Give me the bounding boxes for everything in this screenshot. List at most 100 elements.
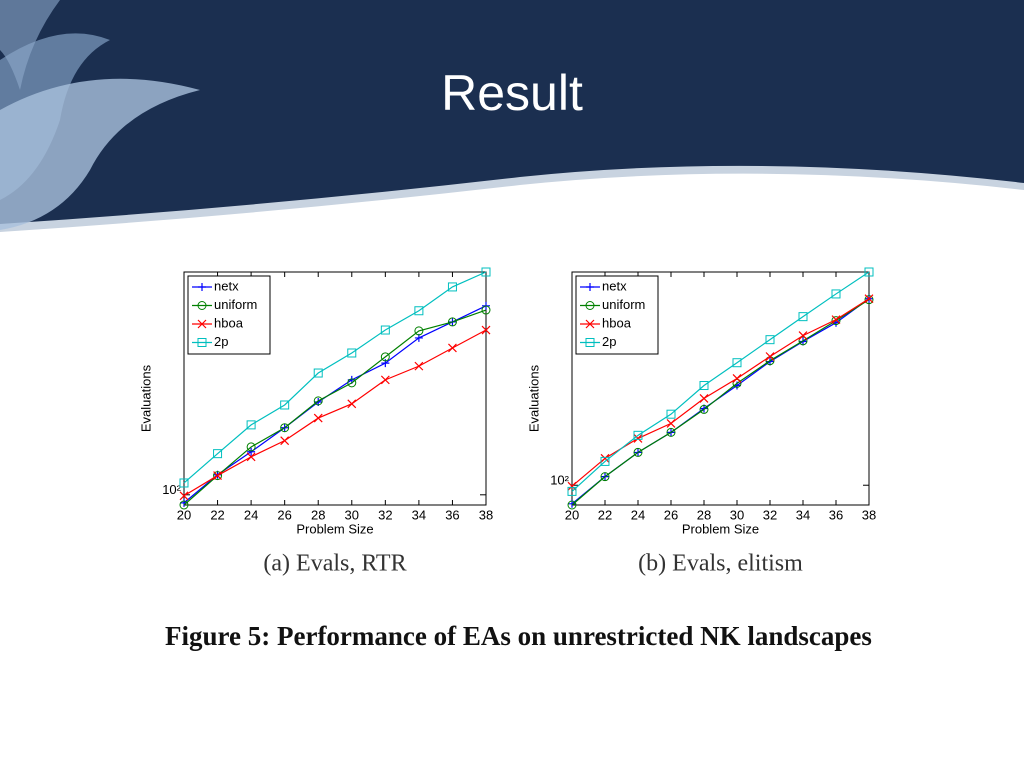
marker	[567, 500, 577, 510]
marker	[831, 316, 841, 326]
x-tick-label: 26	[664, 507, 678, 522]
marker	[197, 338, 207, 347]
x-tick-label: 30	[345, 507, 359, 522]
marker	[699, 393, 709, 403]
y-axis-label: Evaluations	[526, 364, 541, 432]
x-axis-label: Problem Size	[682, 521, 759, 536]
slide-title: Result	[441, 65, 583, 121]
marker	[699, 404, 709, 414]
marker	[732, 358, 742, 368]
series-line	[183, 271, 487, 484]
marker	[347, 399, 357, 409]
marker	[586, 283, 594, 291]
marker	[280, 423, 290, 433]
marker	[666, 409, 676, 419]
marker	[798, 312, 808, 322]
legend-label: uniform	[214, 297, 257, 312]
x-tick-label: 24	[631, 507, 645, 522]
x-tick-label: 24	[244, 507, 258, 522]
marker	[831, 315, 841, 325]
marker	[414, 361, 424, 371]
marker	[732, 374, 742, 383]
marker	[699, 381, 709, 391]
marker	[380, 325, 390, 335]
series-line	[183, 329, 487, 497]
marker	[213, 449, 223, 459]
marker	[765, 352, 775, 361]
marker	[864, 294, 874, 304]
header	[0, 0, 1024, 224]
x-tick-label: 36	[445, 507, 459, 522]
marker	[213, 471, 222, 480]
marker	[633, 447, 643, 457]
legend-label: 2p	[602, 334, 616, 349]
x-tick-label: 34	[412, 507, 426, 522]
x-tick-label: 32	[378, 507, 392, 522]
x-tick-label: 28	[697, 507, 711, 522]
marker	[246, 420, 256, 430]
marker	[585, 319, 595, 329]
marker	[380, 352, 390, 362]
x-tick-label: 20	[565, 507, 579, 522]
marker	[414, 326, 424, 336]
marker	[197, 319, 207, 329]
series-line	[571, 299, 870, 506]
x-tick-label: 20	[177, 507, 191, 522]
series-line	[571, 271, 870, 492]
marker	[247, 447, 256, 456]
marker	[198, 283, 206, 291]
x-tick-label: 22	[598, 507, 612, 522]
marker	[246, 442, 256, 452]
marker	[798, 331, 808, 341]
x-tick-label: 30	[730, 507, 744, 522]
marker	[600, 472, 610, 482]
x-tick-label: 26	[277, 507, 291, 522]
marker	[732, 378, 742, 388]
marker	[798, 336, 808, 346]
marker	[633, 433, 643, 443]
marker	[864, 295, 874, 305]
marker	[666, 427, 676, 437]
marker	[414, 306, 424, 316]
chart-caption: (b) Evals, elitism	[638, 551, 803, 577]
marker	[481, 267, 491, 277]
marker	[567, 486, 577, 496]
marker	[448, 343, 457, 353]
marker	[347, 378, 357, 388]
marker	[765, 335, 775, 345]
x-tick-label: 34	[796, 507, 810, 522]
legend-label: hboa	[214, 315, 244, 330]
marker	[481, 305, 491, 315]
x-tick-label: 32	[763, 507, 777, 522]
legend-label: 2p	[214, 334, 228, 349]
y-tick-label: 10²	[162, 482, 181, 497]
marker	[179, 491, 189, 501]
marker	[600, 456, 610, 466]
x-tick-label: 28	[311, 507, 325, 522]
marker	[864, 267, 874, 277]
marker	[179, 500, 189, 510]
feather	[0, 78, 200, 230]
x-axis-label: Problem Size	[296, 521, 373, 536]
figure-caption: Figure 5: Performance of EAs on unrestri…	[165, 621, 872, 651]
marker	[280, 400, 290, 410]
marker	[313, 413, 323, 423]
marker	[246, 452, 256, 462]
y-axis-label: Evaluations	[138, 364, 153, 432]
marker	[666, 418, 676, 428]
marker	[280, 436, 290, 446]
marker	[179, 478, 189, 488]
legend-label: uniform	[602, 297, 645, 312]
marker	[447, 282, 457, 292]
marker	[481, 325, 491, 335]
marker	[380, 375, 390, 385]
marker	[799, 337, 807, 346]
legend-label: netx	[602, 278, 627, 293]
legend-label: hboa	[602, 315, 632, 330]
feather	[0, 0, 60, 90]
y-tick-label: 10²	[550, 473, 569, 488]
marker	[347, 348, 357, 358]
marker	[585, 338, 595, 347]
marker	[313, 368, 323, 378]
